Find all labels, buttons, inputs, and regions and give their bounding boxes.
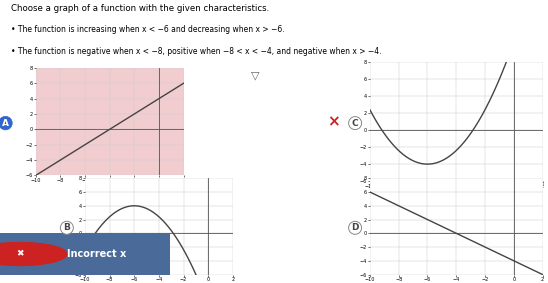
Circle shape [0,243,67,265]
Text: ×: × [327,114,340,129]
Text: ▽: ▽ [250,70,259,81]
FancyBboxPatch shape [0,233,170,275]
Text: D: D [351,223,359,232]
Text: Incorrect x: Incorrect x [67,249,127,259]
Text: C: C [352,119,358,128]
Text: • The function is increasing when x < −6 and decreasing when x > −6.: • The function is increasing when x < −6… [11,25,284,35]
Text: ✖: ✖ [16,250,23,258]
Text: A: A [2,119,9,128]
Text: • The function is negative when x < −8, positive when −8 < x < −4, and negative : • The function is negative when x < −8, … [11,47,381,56]
Text: B: B [64,223,70,232]
Text: Choose a graph of a function with the given characteristics.: Choose a graph of a function with the gi… [11,4,269,13]
